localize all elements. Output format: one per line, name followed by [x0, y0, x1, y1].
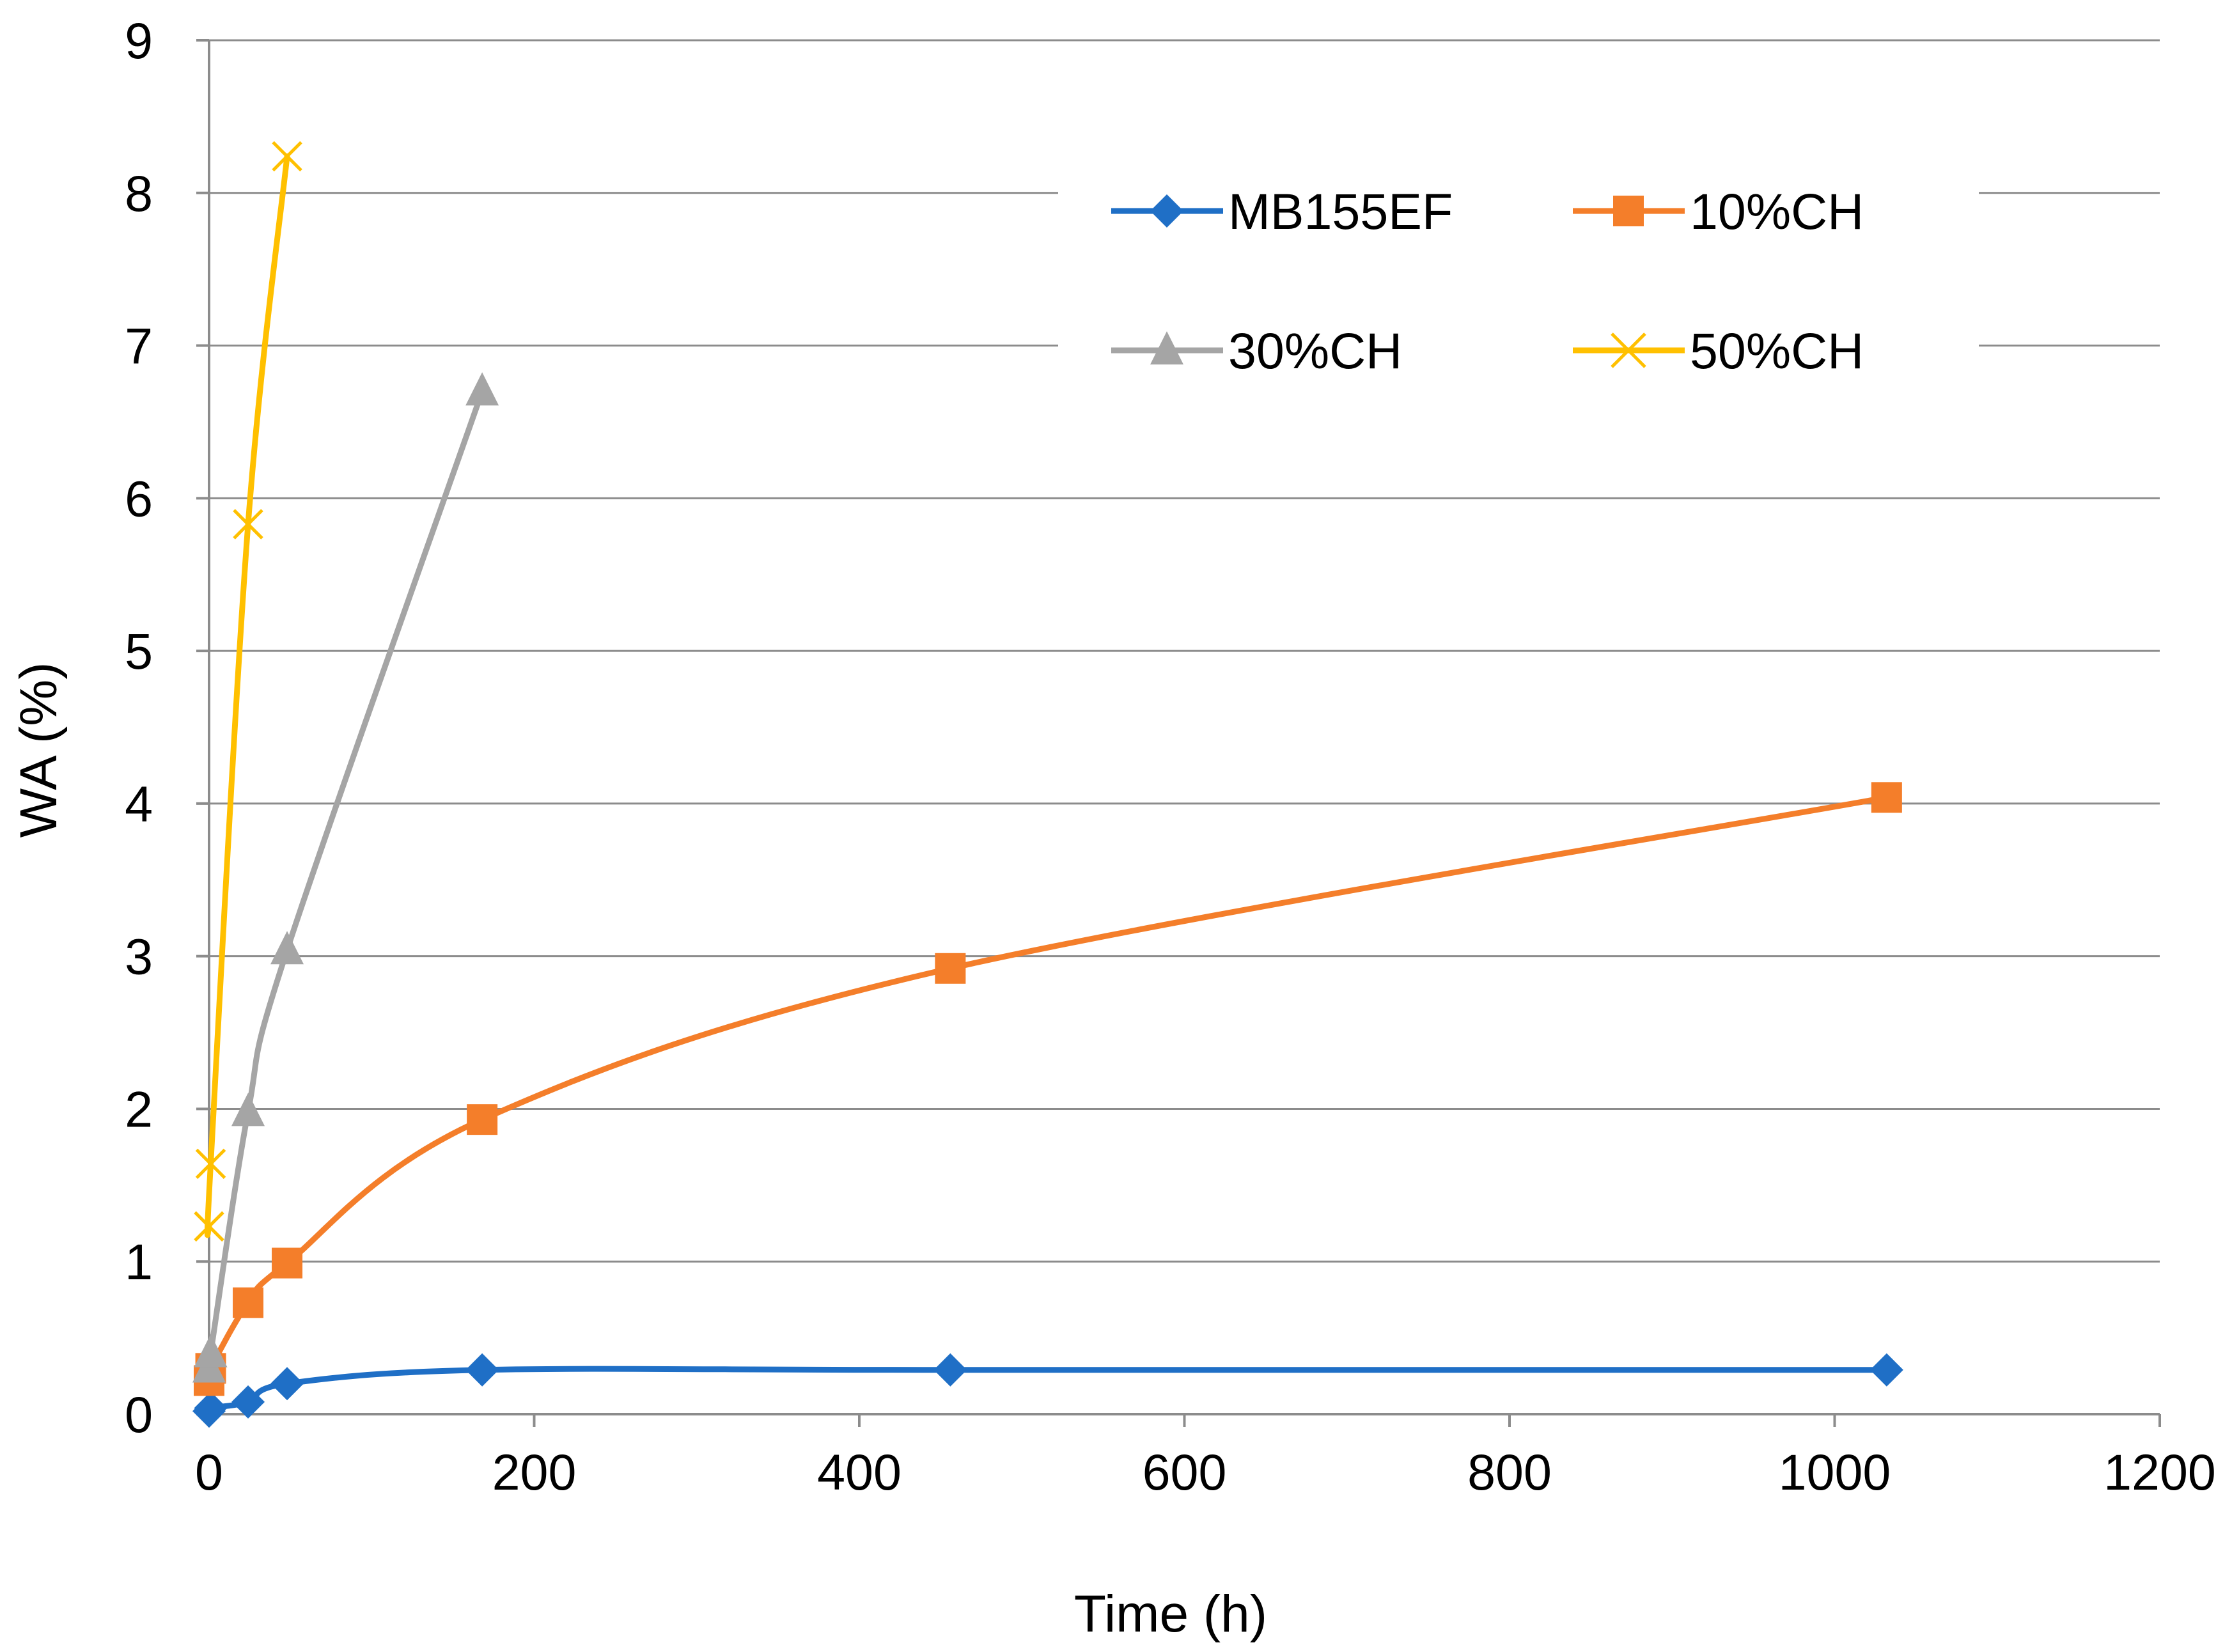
y-tick-label-6: 6 — [125, 470, 153, 527]
data-point-50-ch-2-stroke-b — [233, 509, 263, 540]
y-tick-label-2: 2 — [125, 1080, 153, 1137]
y-tick-label-5: 5 — [125, 623, 153, 680]
data-point-10-ch-5 — [935, 953, 966, 984]
legend-marker-10-ch — [1613, 196, 1644, 226]
data-point-10-ch-3 — [272, 1247, 303, 1279]
y-tick-label-1: 1 — [125, 1233, 153, 1290]
legend-entry-30-ch: 30%CH — [1111, 322, 1402, 379]
legend-label-30-ch: 30%CH — [1228, 322, 1402, 379]
data-point-50-ch-2 — [233, 509, 263, 540]
legend-marker-50-ch — [1611, 332, 1646, 368]
legend: MB155EF 10%CH 30%CH 50%CH — [1111, 183, 1864, 379]
data-point-30-ch-2 — [231, 1093, 265, 1126]
data-point-mb155ef-3 — [270, 1367, 304, 1401]
data-point-50-ch-3 — [272, 141, 302, 172]
x-tick-label-0: 0 — [195, 1444, 223, 1500]
series-50-ch — [194, 141, 302, 1242]
y-tick-label-7: 7 — [125, 318, 153, 375]
y-tick-label-4: 4 — [125, 775, 153, 832]
legend-label-50-ch: 50%CH — [1690, 322, 1864, 379]
data-point-50-ch-0-stroke-b — [194, 1211, 224, 1242]
x-tick-label-1200: 1200 — [2103, 1444, 2216, 1500]
x-tick-label-1000: 1000 — [1779, 1444, 1891, 1500]
legend-entry-50-ch: 50%CH — [1573, 322, 1864, 379]
data-point-mb155ef-6 — [1869, 1353, 1903, 1387]
data-point-30-ch-1 — [194, 1334, 228, 1368]
legend-marker-30-ch — [1150, 331, 1183, 365]
legend-entry-mb155ef: MB155EF — [1111, 183, 1453, 240]
data-point-mb155ef-4 — [465, 1353, 499, 1387]
data-point-50-ch-0 — [194, 1211, 224, 1242]
y-tick-label-8: 8 — [125, 165, 153, 222]
series-group — [192, 141, 1903, 1428]
data-point-mb155ef-5 — [933, 1353, 967, 1387]
legend-marker-mb155ef — [1150, 194, 1183, 228]
legend-label-mb155ef: MB155EF — [1228, 183, 1453, 240]
x-tick-label-800: 800 — [1467, 1444, 1552, 1500]
data-point-mb155ef-1 — [194, 1391, 228, 1425]
data-point-50-ch-1 — [195, 1148, 226, 1180]
x-tick-label-200: 200 — [492, 1444, 577, 1500]
legend-background — [1058, 131, 1979, 377]
data-point-50-ch-1-stroke-b — [195, 1148, 226, 1180]
series-30-ch — [192, 372, 499, 1383]
data-point-mb155ef-2 — [231, 1385, 265, 1419]
y-tick-label-9: 9 — [125, 12, 153, 69]
data-point-30-ch-4 — [465, 372, 499, 406]
legend-entry-10-ch: 10%CH — [1573, 183, 1864, 240]
tick-labels: 0 200 400 600 800 1000 1200 0 1 2 3 4 5 6 7 8 9 — [125, 12, 2216, 1500]
y-tick-label-3: 3 — [125, 928, 153, 985]
x-tick-label-600: 600 — [1143, 1444, 1227, 1500]
data-point-10-ch-4 — [467, 1104, 498, 1135]
x-axis-title: Time (h) — [1074, 1585, 1267, 1643]
series-mb155ef — [192, 1353, 1903, 1428]
legend-label-10-ch: 10%CH — [1690, 183, 1864, 240]
y-tick-label-0: 0 — [125, 1386, 153, 1443]
y-axis-title: WA (%) — [10, 662, 68, 838]
data-point-30-ch-3 — [270, 931, 304, 965]
legend-marker-50-ch-stroke-b — [1611, 332, 1646, 368]
data-point-50-ch-3-stroke-b — [272, 141, 302, 172]
data-point-10-ch-2 — [233, 1287, 264, 1318]
x-tick-label-400: 400 — [817, 1444, 901, 1500]
data-point-10-ch-6 — [1871, 782, 1902, 813]
legend-box — [1058, 131, 1979, 377]
